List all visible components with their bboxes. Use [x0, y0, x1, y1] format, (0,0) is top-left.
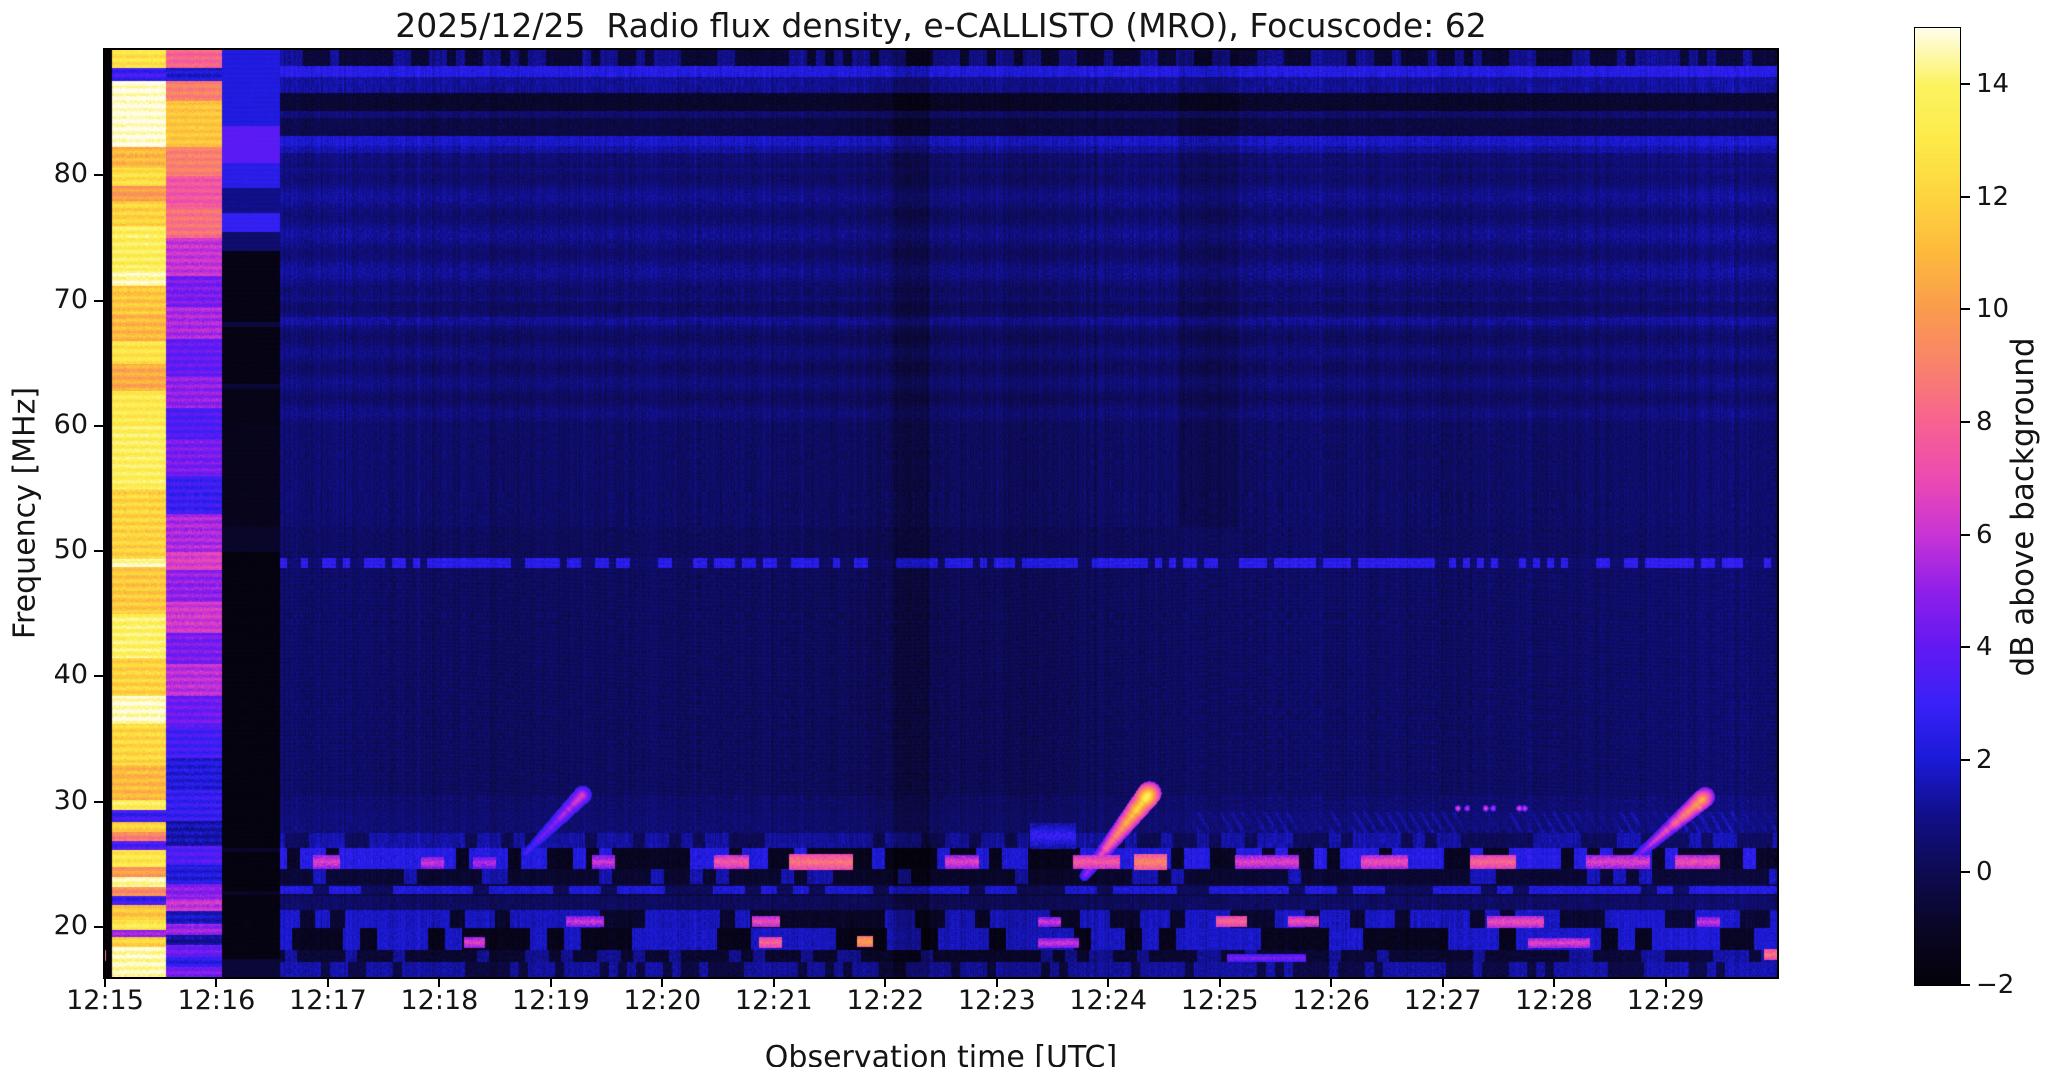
x-axis-tick: [326, 977, 329, 987]
x-axis-tick: [1107, 977, 1110, 987]
x-axis-tick: [1218, 977, 1221, 987]
x-tick-label: 12:24: [1069, 985, 1148, 1016]
x-axis-tick: [1330, 977, 1333, 987]
y-tick-label: 80: [53, 158, 88, 190]
x-tick-label: 12:21: [734, 985, 813, 1016]
colorbar-tick-label: 14: [1976, 69, 2010, 100]
x-tick-label: 12:23: [957, 985, 1036, 1016]
x-axis-label: Observation time [UTC]: [764, 1040, 1118, 1067]
spectrogram-canvas: [105, 50, 1777, 977]
colorbar-tick-label: 12: [1976, 181, 2010, 212]
colorbar-tick: [1961, 646, 1970, 649]
x-tick-label: 12:15: [66, 985, 144, 1016]
colorbar-tick: [1961, 83, 1970, 86]
x-axis-tick: [1664, 977, 1667, 987]
y-tick-label: 60: [53, 408, 88, 440]
x-tick-label: 12:29: [1626, 985, 1705, 1016]
x-tick-label: 12:19: [511, 985, 590, 1016]
colorbar-tick: [1961, 195, 1970, 198]
x-axis-tick: [1441, 977, 1444, 987]
y-axis-tick: [94, 800, 105, 803]
x-axis-tick: [884, 977, 887, 987]
y-axis-tick: [94, 550, 105, 553]
colorbar-tick-label: 10: [1976, 294, 2010, 325]
colorbar-label: dB above background: [2005, 337, 2041, 677]
y-axis-tick: [94, 424, 105, 427]
x-tick-label: 12:16: [177, 985, 256, 1016]
chart-title: 2025/12/25 Radio flux density, e-CALLIST…: [395, 6, 1487, 45]
x-axis-tick: [1553, 977, 1556, 987]
colorbar-tick: [1961, 871, 1970, 874]
y-tick-label: 40: [53, 659, 88, 691]
y-tick-label: 50: [53, 534, 88, 566]
colorbar-tick-label: 8: [1976, 407, 1993, 438]
colorbar-tick: [1961, 533, 1970, 536]
x-tick-label: 12:22: [846, 985, 925, 1016]
x-tick-label: 12:20: [623, 985, 702, 1016]
y-tick-label: 70: [53, 283, 88, 315]
y-tick-label: 30: [53, 784, 88, 816]
x-tick-label: 12:27: [1403, 985, 1482, 1016]
y-axis-tick: [94, 925, 105, 928]
y-tick-label: 20: [53, 909, 88, 941]
colorbar-tick-label: 0: [1976, 857, 1993, 888]
x-axis-tick: [215, 977, 218, 987]
x-axis-tick: [104, 977, 106, 987]
colorbar-canvas: [1915, 28, 1960, 985]
x-axis-tick: [438, 977, 441, 987]
y-axis-tick: [94, 675, 105, 678]
x-tick-label: 12:17: [289, 985, 367, 1016]
x-axis-tick: [772, 977, 775, 987]
colorbar-tick: [1961, 308, 1970, 311]
x-tick-label: 12:25: [1180, 985, 1259, 1016]
x-tick-label: 12:18: [400, 985, 479, 1016]
x-tick-label: 12:26: [1292, 985, 1371, 1016]
y-axis-tick: [94, 299, 105, 302]
colorbar-tick-label: −2: [1976, 970, 2015, 1000]
colorbar-tick: [1961, 421, 1970, 424]
colorbar-tick-label: 4: [1976, 632, 1993, 663]
y-axis-label: Frequency [MHz]: [7, 386, 43, 640]
x-axis-tick: [995, 977, 998, 987]
x-axis-tick: [549, 977, 552, 987]
colorbar-tick-label: 6: [1976, 519, 1993, 550]
x-tick-label: 12:28: [1515, 985, 1593, 1016]
colorbar-tick-label: 2: [1976, 744, 1993, 775]
colorbar-tick: [1961, 984, 1970, 986]
y-axis-tick: [94, 174, 105, 177]
x-axis-tick: [661, 977, 664, 987]
colorbar-tick: [1961, 758, 1970, 761]
